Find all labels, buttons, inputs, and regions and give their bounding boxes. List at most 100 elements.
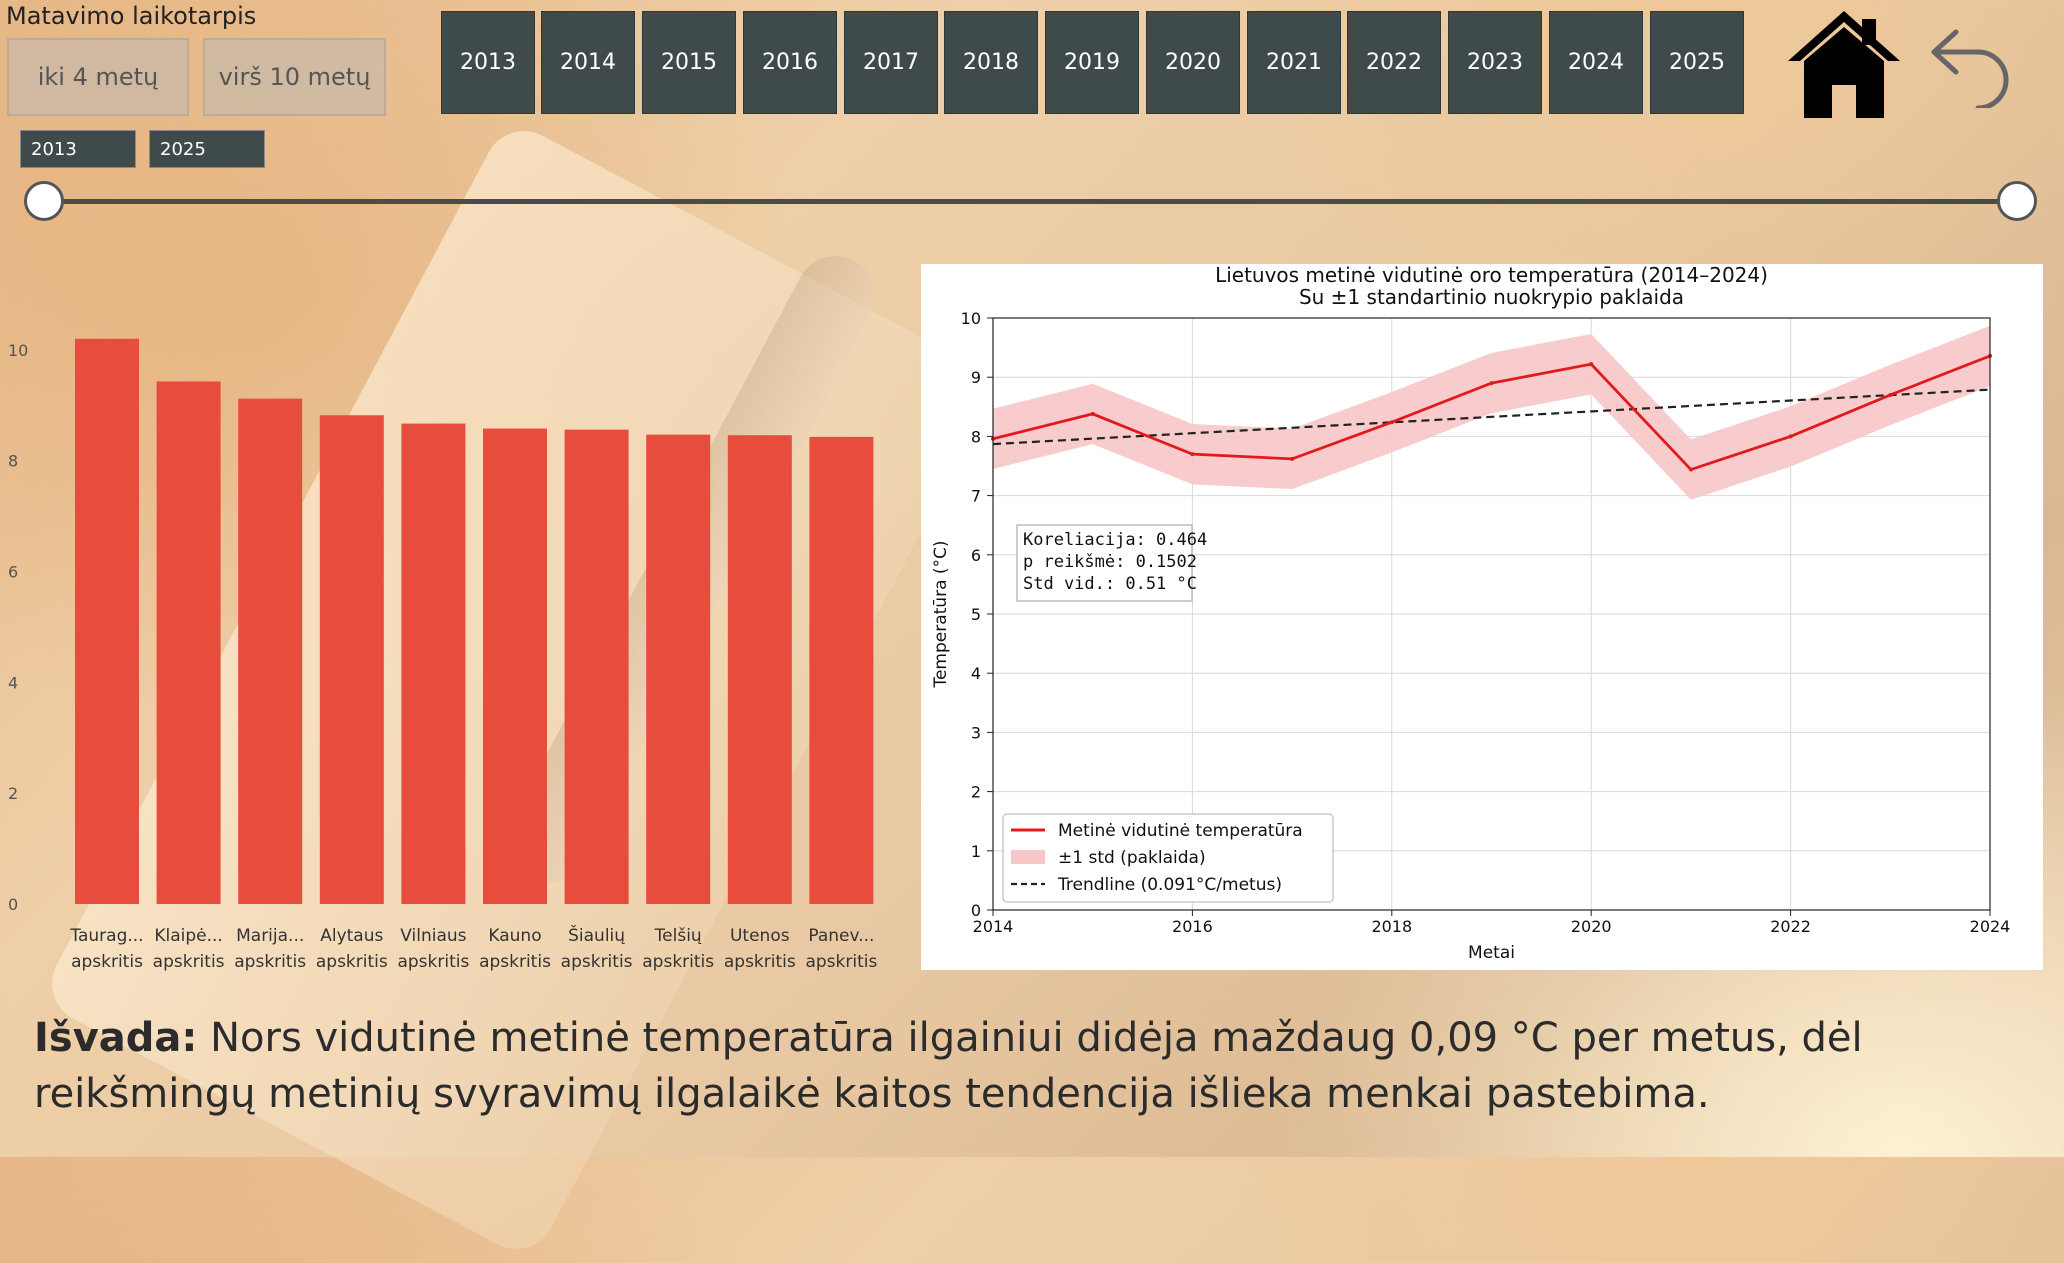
- year-button-2021[interactable]: 2021: [1247, 11, 1341, 114]
- legend-series-label: Metinė vidutinė temperatūra: [1058, 821, 1303, 841]
- legend-box: [1002, 813, 1334, 903]
- conclusion-label: Išvada:: [34, 1015, 198, 1061]
- bar-y-tick: 8: [8, 452, 18, 471]
- year-button-2020[interactable]: 2020: [1146, 11, 1240, 114]
- bar-y-tick: 10: [8, 341, 28, 360]
- temperature-point[interactable]: [1888, 392, 1893, 397]
- bar-category-label: apskritis: [724, 952, 796, 972]
- legend-trend-label: Trendline (0.091°C/metus): [1057, 875, 1282, 895]
- stats-box: [1016, 524, 1193, 602]
- legend-band-label: ±1 std (paklaida): [1058, 848, 1206, 868]
- bar-category-label: apskritis: [153, 952, 225, 972]
- year-button-2024[interactable]: 2024: [1549, 11, 1643, 114]
- bar-y-tick: 2: [8, 784, 18, 803]
- x-tick-label: 2020: [1571, 917, 1612, 936]
- temperature-point[interactable]: [1090, 411, 1095, 416]
- temperature-point[interactable]: [1489, 381, 1494, 386]
- year-button-2025[interactable]: 2025: [1650, 11, 1744, 114]
- x-tick-label: 2022: [1770, 917, 1811, 936]
- temperature-point[interactable]: [1788, 434, 1793, 439]
- year-button-2013[interactable]: 2013: [441, 11, 535, 114]
- temperature-point[interactable]: [1290, 456, 1295, 461]
- bar-category-label: Šiaulių: [568, 924, 625, 946]
- year-button-2022[interactable]: 2022: [1347, 11, 1441, 114]
- y-tick-label: 3: [971, 723, 981, 742]
- y-tick-label: 1: [971, 842, 981, 861]
- conclusion-text: Išvada: Nors vidutinė metinė temperatūra…: [34, 1010, 2034, 1122]
- y-axis-label: Temperatūra (°C): [931, 540, 951, 688]
- year-range-slider-start-handle[interactable]: [24, 181, 64, 221]
- bar-7[interactable]: [646, 434, 711, 904]
- y-tick-label: 5: [971, 605, 981, 624]
- bar-category-label: Panev...: [808, 926, 874, 946]
- back-arrow-icon[interactable]: [1926, 12, 2012, 108]
- temperature-point[interactable]: [1589, 362, 1594, 367]
- temperature-point[interactable]: [1688, 467, 1693, 472]
- bar-5[interactable]: [483, 428, 547, 904]
- bar-category-label: apskritis: [642, 952, 714, 972]
- year-range-slider-end-handle[interactable]: [1997, 181, 2037, 221]
- bar-category-label: Marija...: [236, 926, 304, 946]
- county-temperature-bar-chart: 0 2 4 6 8 10 Taurag... apskritis Klaipė... apskri…: [8, 338, 877, 972]
- x-tick-label: 2024: [1970, 917, 2011, 936]
- bar-2[interactable]: [238, 398, 303, 904]
- y-tick-label: 0: [971, 901, 981, 920]
- annual-temperature-line-chart: Lietuvos metinė vidutinė oro temperatūra…: [931, 264, 2011, 963]
- period-section-title: Matavimo laikotarpis: [6, 2, 257, 30]
- bar-category-label: Klaipė...: [154, 926, 222, 946]
- bar-1[interactable]: [156, 381, 221, 904]
- bar-category-label: Alytaus: [320, 926, 383, 946]
- year-button-2019[interactable]: 2019: [1045, 11, 1139, 114]
- plot-frame: [992, 317, 1991, 911]
- bar-category-label: Kauno: [488, 926, 541, 946]
- x-tick-label: 2014: [973, 917, 1014, 936]
- bar-y-tick: 6: [8, 563, 18, 582]
- year-button-2018[interactable]: 2018: [944, 11, 1038, 114]
- x-tick-label: 2018: [1371, 917, 1412, 936]
- temperature-point[interactable]: [1190, 452, 1195, 457]
- line-chart-subtitle: Su ±1 standartinio nuokrypio paklaida: [1299, 285, 1684, 309]
- bar-category-label: apskritis: [479, 952, 551, 972]
- bar-6[interactable]: [564, 429, 629, 904]
- year-button-2016[interactable]: 2016: [743, 11, 837, 114]
- bar-category-label: Utenos: [730, 926, 790, 946]
- bar-4[interactable]: [401, 423, 466, 904]
- stats-line: p reikšmė: 0.1502: [1023, 552, 1197, 572]
- period-button-under-4[interactable]: iki 4 metų: [7, 38, 189, 116]
- y-tick-label: 10: [961, 309, 981, 328]
- std-band: [993, 325, 1990, 500]
- line-chart-panel: Lietuvos metinė vidutinė oro temperatūra…: [921, 264, 2043, 970]
- year-button-2014[interactable]: 2014: [541, 11, 635, 114]
- x-axis-label: Metai: [1468, 943, 1515, 963]
- y-tick-label: 9: [971, 368, 981, 387]
- bar-8[interactable]: [727, 435, 792, 904]
- bar-category-label: Vilniaus: [400, 926, 466, 946]
- range-start-input[interactable]: 2013: [20, 130, 136, 168]
- bar-y-tick: 0: [8, 895, 18, 914]
- legend-band-swatch: [1011, 850, 1045, 864]
- range-end-input[interactable]: 2025: [149, 130, 265, 168]
- year-button-2015[interactable]: 2015: [642, 11, 736, 114]
- year-range-slider-track[interactable]: [44, 199, 2018, 204]
- y-tick-label: 6: [971, 546, 981, 565]
- y-tick-label: 7: [971, 487, 981, 506]
- line-chart-title: Lietuvos metinė vidutinė oro temperatūra…: [1215, 264, 1768, 287]
- stats-line: Std vid.: 0.51 °C: [1023, 574, 1197, 594]
- bar-y-tick: 4: [8, 673, 18, 692]
- bar-9[interactable]: [809, 436, 874, 904]
- x-tick-label: 2016: [1172, 917, 1213, 936]
- home-icon[interactable]: [1784, 5, 1904, 120]
- bar-category-label: apskritis: [71, 952, 143, 972]
- y-tick-label: 2: [971, 783, 981, 802]
- year-button-2023[interactable]: 2023: [1448, 11, 1542, 114]
- bar-category-label: apskritis: [397, 952, 469, 972]
- bar-3[interactable]: [319, 415, 384, 904]
- temperature-point[interactable]: [1389, 420, 1394, 425]
- y-tick-label: 4: [971, 664, 981, 683]
- y-tick-label: 8: [971, 427, 981, 446]
- period-button-over-10[interactable]: virš 10 metų: [203, 38, 386, 116]
- year-button-2017[interactable]: 2017: [844, 11, 938, 114]
- bar-category-label: apskritis: [805, 952, 877, 972]
- bar-category-label: apskritis: [561, 952, 633, 972]
- bar-0[interactable]: [75, 338, 139, 904]
